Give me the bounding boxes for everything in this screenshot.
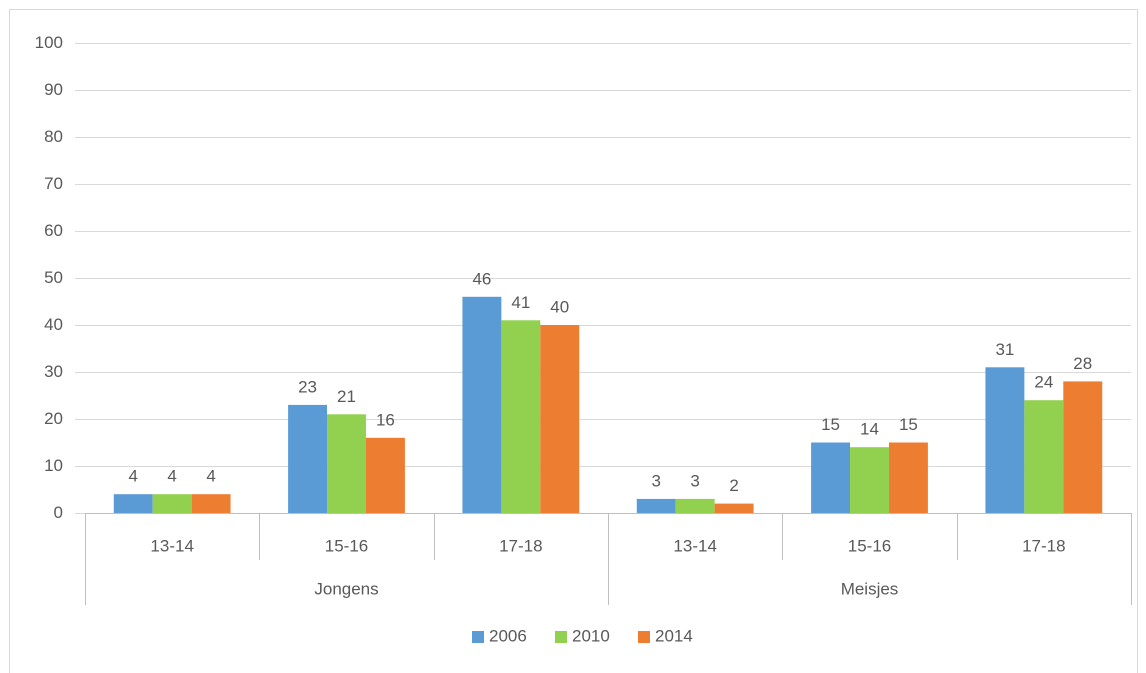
data-label: 40 [550, 297, 569, 316]
bar [888, 442, 928, 513]
data-label: 4 [128, 467, 137, 486]
bar [811, 442, 851, 513]
bar [636, 498, 676, 513]
bar [1024, 400, 1064, 513]
bar [327, 414, 366, 513]
chart-frame [9, 9, 1138, 673]
y-tick-label: 100 [35, 33, 63, 52]
bar [288, 404, 328, 513]
x-tick-label: 15-16 [325, 536, 368, 555]
data-label: 15 [899, 415, 918, 434]
bar [675, 498, 715, 513]
data-label: 41 [511, 293, 530, 312]
data-label: 3 [651, 471, 660, 490]
bar [985, 367, 1025, 513]
y-tick-label: 20 [44, 409, 63, 428]
bar [152, 494, 192, 513]
bar [714, 503, 754, 513]
x-tick-label: 17-18 [499, 536, 542, 555]
y-tick-label: 0 [54, 503, 63, 522]
legend-label: 2010 [572, 626, 610, 645]
y-tick-label: 60 [44, 221, 63, 240]
y-tick-label: 90 [44, 80, 63, 99]
legend-swatch [472, 631, 484, 643]
data-label: 21 [337, 387, 356, 406]
group-label: Meisjes [841, 579, 899, 598]
legend-swatch [638, 631, 650, 643]
bar [365, 437, 405, 513]
data-label: 46 [472, 269, 491, 288]
data-label: 15 [821, 415, 840, 434]
group-label: Jongens [314, 579, 378, 598]
y-tick-label: 10 [44, 456, 63, 475]
legend-label: 2014 [655, 626, 693, 645]
y-tick-label: 30 [44, 362, 63, 381]
x-tick-label: 13-14 [150, 536, 193, 555]
bar [540, 325, 580, 513]
x-tick-label: 17-18 [1022, 536, 1065, 555]
y-tick-label: 40 [44, 315, 63, 334]
bar [1063, 381, 1103, 513]
bar [850, 447, 889, 513]
data-label: 24 [1034, 373, 1053, 392]
bar [191, 494, 231, 513]
x-tick-label: 15-16 [848, 536, 891, 555]
legend-label: 2006 [489, 626, 527, 645]
data-label: 4 [206, 467, 215, 486]
data-label: 28 [1073, 354, 1092, 373]
data-label: 31 [995, 340, 1014, 359]
bar [462, 296, 502, 513]
data-label: 4 [167, 467, 176, 486]
y-tick-label: 50 [44, 268, 63, 287]
legend-swatch [555, 631, 567, 643]
data-label: 14 [860, 420, 879, 439]
data-label: 2 [729, 476, 738, 495]
data-label: 23 [298, 377, 317, 396]
data-label: 3 [690, 471, 699, 490]
bar [501, 320, 541, 513]
y-tick-label: 70 [44, 174, 63, 193]
y-tick-label: 80 [44, 127, 63, 146]
data-label: 16 [376, 410, 395, 429]
bar [113, 494, 153, 513]
x-tick-label: 13-14 [673, 536, 716, 555]
